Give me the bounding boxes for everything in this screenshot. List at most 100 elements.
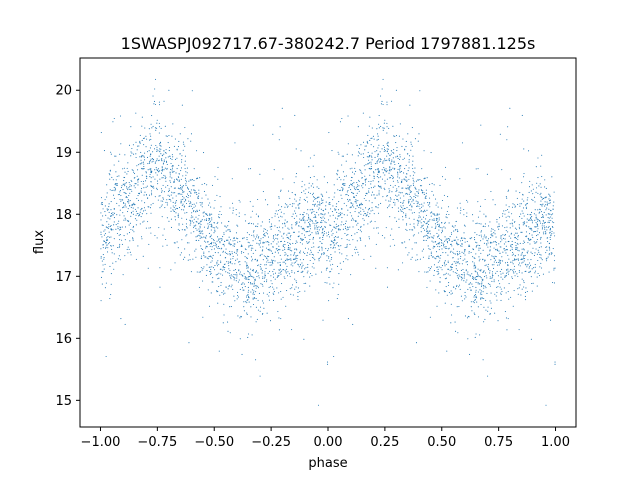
data-point <box>407 170 409 172</box>
data-point <box>364 184 367 186</box>
data-point <box>341 164 343 166</box>
data-point <box>106 240 108 242</box>
data-point <box>128 200 130 202</box>
data-point <box>124 183 126 185</box>
data-point <box>377 171 379 173</box>
data-point <box>119 234 121 236</box>
data-point <box>128 144 131 146</box>
data-point <box>257 285 259 287</box>
data-point <box>272 262 274 264</box>
data-point <box>483 276 486 278</box>
data-point <box>234 239 236 241</box>
data-point <box>290 264 292 266</box>
data-point <box>408 159 410 161</box>
data-point <box>385 195 388 197</box>
data-point <box>289 236 291 238</box>
data-point <box>390 153 392 155</box>
data-point <box>144 159 146 161</box>
data-point <box>213 248 215 250</box>
data-point <box>402 138 404 140</box>
data-point <box>385 199 387 201</box>
data-point <box>132 225 135 228</box>
data-point <box>531 253 533 255</box>
data-point <box>183 201 185 203</box>
data-point <box>211 213 213 215</box>
data-point <box>368 200 370 202</box>
data-point <box>475 286 477 289</box>
data-point <box>543 225 545 227</box>
data-point <box>361 172 363 175</box>
data-point <box>534 226 536 228</box>
data-point <box>546 207 548 209</box>
data-point <box>156 189 158 191</box>
data-point <box>263 242 265 244</box>
data-point <box>339 212 341 214</box>
data-point <box>350 183 352 185</box>
data-point <box>411 212 413 214</box>
data-point <box>111 248 113 250</box>
data-point <box>454 239 456 241</box>
data-point <box>263 255 265 257</box>
data-point <box>170 200 172 202</box>
data-point <box>104 263 106 265</box>
data-point <box>368 238 371 240</box>
data-point <box>285 271 287 273</box>
data-point <box>447 262 449 264</box>
data-point <box>261 272 263 274</box>
data-point <box>470 289 472 291</box>
data-point <box>252 276 254 278</box>
data-point <box>520 294 522 296</box>
data-point <box>365 178 367 180</box>
data-point <box>158 122 160 124</box>
data-point <box>336 298 338 300</box>
data-point <box>517 254 519 256</box>
data-point <box>119 153 121 155</box>
data-point <box>228 241 230 243</box>
data-point <box>448 238 450 240</box>
data-point <box>442 252 444 254</box>
data-point <box>523 148 525 150</box>
data-point <box>357 200 359 202</box>
data-point <box>225 226 227 228</box>
data-point <box>537 249 539 251</box>
data-point <box>333 242 335 244</box>
data-point <box>131 204 133 206</box>
data-point <box>539 222 542 224</box>
data-point <box>489 283 491 286</box>
data-point <box>286 204 288 206</box>
data-point <box>412 167 414 170</box>
data-point <box>359 238 361 240</box>
data-point <box>184 145 186 147</box>
data-point <box>110 294 112 296</box>
data-point <box>219 241 221 243</box>
data-point <box>383 150 385 152</box>
data-point <box>369 221 371 223</box>
data-point <box>396 146 398 149</box>
data-point <box>437 206 439 208</box>
data-point <box>368 216 370 218</box>
data-point <box>525 204 527 206</box>
data-point <box>450 293 452 295</box>
data-point <box>196 210 199 212</box>
data-point <box>291 250 293 252</box>
data-point <box>170 226 173 228</box>
data-point <box>413 212 415 214</box>
data-point <box>479 293 481 295</box>
data-point <box>232 240 234 242</box>
data-point <box>334 251 336 253</box>
data-point <box>118 160 120 162</box>
data-point <box>346 234 348 236</box>
data-point <box>529 217 531 219</box>
data-point <box>502 213 504 215</box>
data-point <box>333 355 335 358</box>
data-point <box>210 206 212 208</box>
data-point <box>312 192 314 194</box>
data-point <box>290 259 292 261</box>
data-point <box>323 230 326 232</box>
data-point <box>407 133 409 135</box>
data-point <box>435 251 438 253</box>
data-point <box>312 262 314 264</box>
data-point <box>133 185 135 187</box>
data-point <box>207 289 209 291</box>
data-point <box>468 283 470 285</box>
